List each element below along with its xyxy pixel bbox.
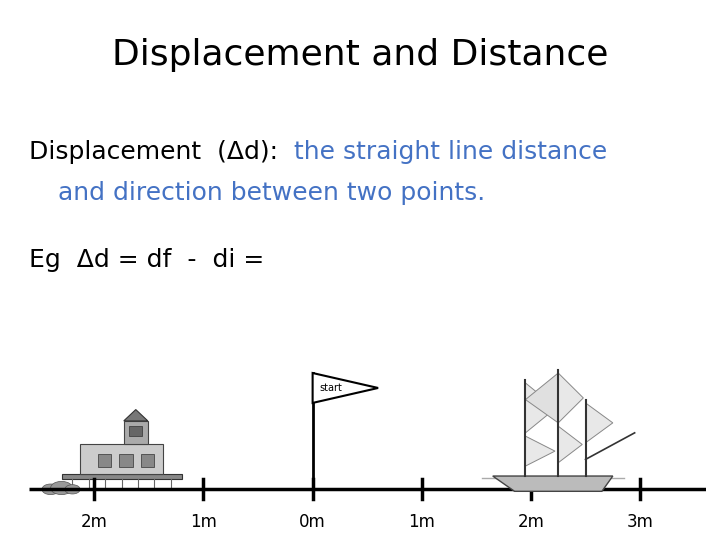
Polygon shape (526, 373, 558, 423)
Text: Displacement and Distance: Displacement and Distance (112, 38, 608, 72)
Text: and direction between two points.: and direction between two points. (58, 181, 485, 205)
Text: 1m: 1m (408, 512, 435, 531)
Bar (80, 444, 163, 474)
Polygon shape (558, 426, 582, 463)
Polygon shape (558, 373, 583, 423)
Bar (98, 454, 111, 468)
Bar (129, 426, 143, 436)
Text: 2m: 2m (81, 512, 108, 531)
Polygon shape (492, 476, 613, 491)
Text: 3m: 3m (626, 512, 654, 531)
Text: Displacement  (Δd):: Displacement (Δd): (29, 140, 294, 164)
Bar (120, 454, 132, 468)
Text: start: start (319, 383, 342, 393)
Polygon shape (585, 403, 613, 443)
Bar (61, 474, 181, 480)
Text: 2m: 2m (518, 512, 544, 531)
Bar (124, 421, 148, 444)
Circle shape (42, 484, 59, 495)
Text: 0m: 0m (300, 512, 326, 531)
Circle shape (50, 481, 73, 495)
Text: 1m: 1m (190, 512, 217, 531)
Polygon shape (124, 409, 148, 421)
Polygon shape (526, 383, 556, 433)
Polygon shape (526, 436, 555, 466)
Text: Eg  Δd = df  -  di =: Eg Δd = df - di = (29, 248, 264, 272)
Polygon shape (312, 373, 378, 403)
Text: the straight line distance: the straight line distance (294, 140, 607, 164)
Circle shape (65, 485, 80, 494)
Bar (141, 454, 154, 468)
